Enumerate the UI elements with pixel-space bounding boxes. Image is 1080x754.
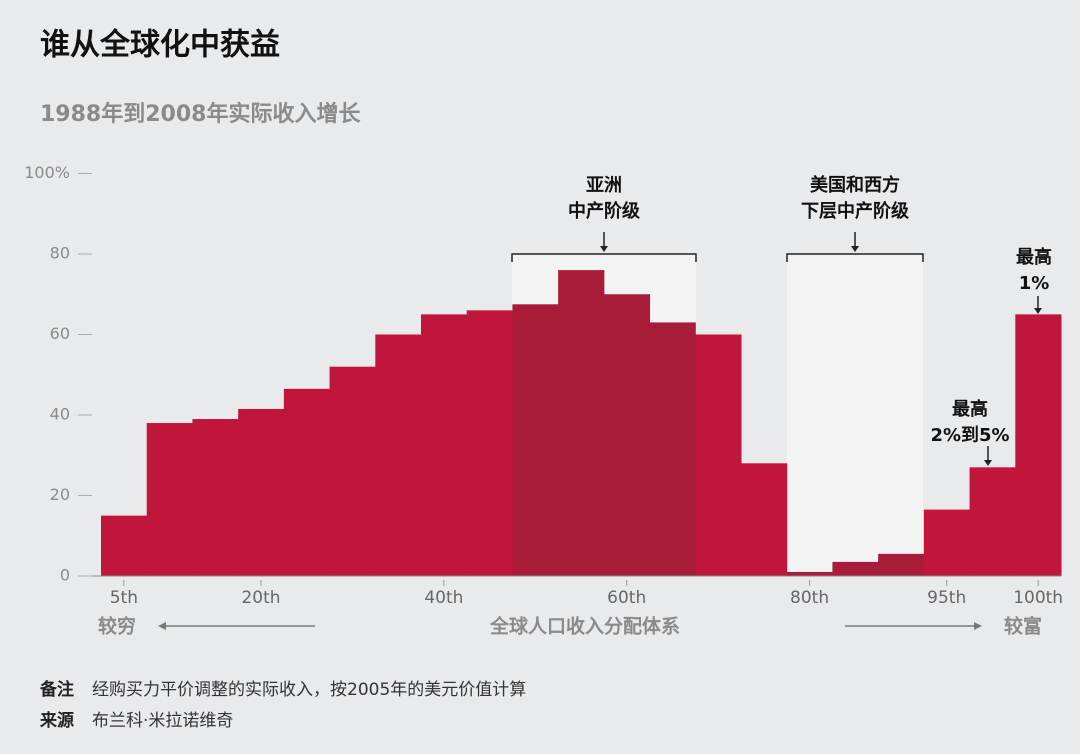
y-tick-label: 40 xyxy=(50,405,70,424)
annotation: 下层中产阶级 xyxy=(801,200,910,222)
x-tick-label: 40th xyxy=(424,588,463,608)
annotation: 最高 xyxy=(952,398,988,420)
annotation: 1% xyxy=(1019,273,1050,294)
x-axis-label: 全球人口收入分配体系 xyxy=(489,615,680,638)
x-tick-label: 5th xyxy=(110,588,138,608)
x-label-right: 较富 xyxy=(1004,615,1042,638)
bar xyxy=(512,304,559,576)
annotation: 美国和西方 xyxy=(810,174,900,196)
y-tick-label: 20 xyxy=(50,485,70,504)
bar xyxy=(603,294,651,576)
note-label: 备注 xyxy=(39,679,74,700)
highlight-region xyxy=(787,254,923,576)
y-tick-label: 100% xyxy=(24,163,70,182)
y-tick-label: 0 xyxy=(60,566,70,585)
arrowhead xyxy=(851,246,859,252)
note-text: 布兰科·米拉诺维奇 xyxy=(92,711,233,731)
x-tick-label: 20th xyxy=(241,588,280,608)
bar xyxy=(101,515,148,576)
bar xyxy=(466,310,513,576)
annotation: 中产阶级 xyxy=(568,200,641,222)
y-tick-label: 80 xyxy=(50,244,70,263)
note-label: 来源 xyxy=(39,710,74,731)
annotation: 亚洲 xyxy=(586,175,622,196)
bar xyxy=(1015,314,1062,576)
brackets xyxy=(160,232,1039,627)
bar xyxy=(238,408,285,576)
bar xyxy=(192,419,239,576)
chart-title: 谁从全球化中获益 xyxy=(40,28,280,63)
x-tick-label: 60th xyxy=(607,588,646,608)
annotation: 最高 xyxy=(1016,246,1052,268)
arrowhead xyxy=(984,460,992,466)
x-tick-label: 95th xyxy=(927,588,966,608)
arrowhead xyxy=(158,622,166,630)
arrowheads xyxy=(158,246,1042,630)
arrowhead xyxy=(974,622,982,630)
bar xyxy=(878,553,925,576)
bar xyxy=(786,571,833,576)
bar xyxy=(421,314,468,576)
bar xyxy=(969,467,1016,576)
chart-subtitle: 1988年到2008年实际收入增长 xyxy=(40,101,361,127)
x-tick-label: 100th xyxy=(1013,588,1063,608)
y-tick-label: 60 xyxy=(50,324,70,343)
annotation: 2%到5% xyxy=(930,425,1009,446)
bar xyxy=(146,423,193,576)
x-label-left: 较穷 xyxy=(98,615,136,638)
bar xyxy=(329,366,376,576)
x-tick-label: 80th xyxy=(790,588,829,608)
bar xyxy=(283,388,331,576)
bar xyxy=(741,463,788,576)
bar xyxy=(832,561,879,576)
bar xyxy=(375,334,422,576)
bracket xyxy=(511,253,697,262)
note-text: 经购买力平价调整的实际收入，按2005年的美元价值计算 xyxy=(92,680,526,700)
arrowhead xyxy=(1034,308,1042,314)
bar xyxy=(558,270,605,576)
bar xyxy=(923,509,971,576)
arrowhead xyxy=(600,246,608,252)
bar xyxy=(649,322,696,576)
bracket xyxy=(786,253,924,262)
bar xyxy=(695,334,742,576)
